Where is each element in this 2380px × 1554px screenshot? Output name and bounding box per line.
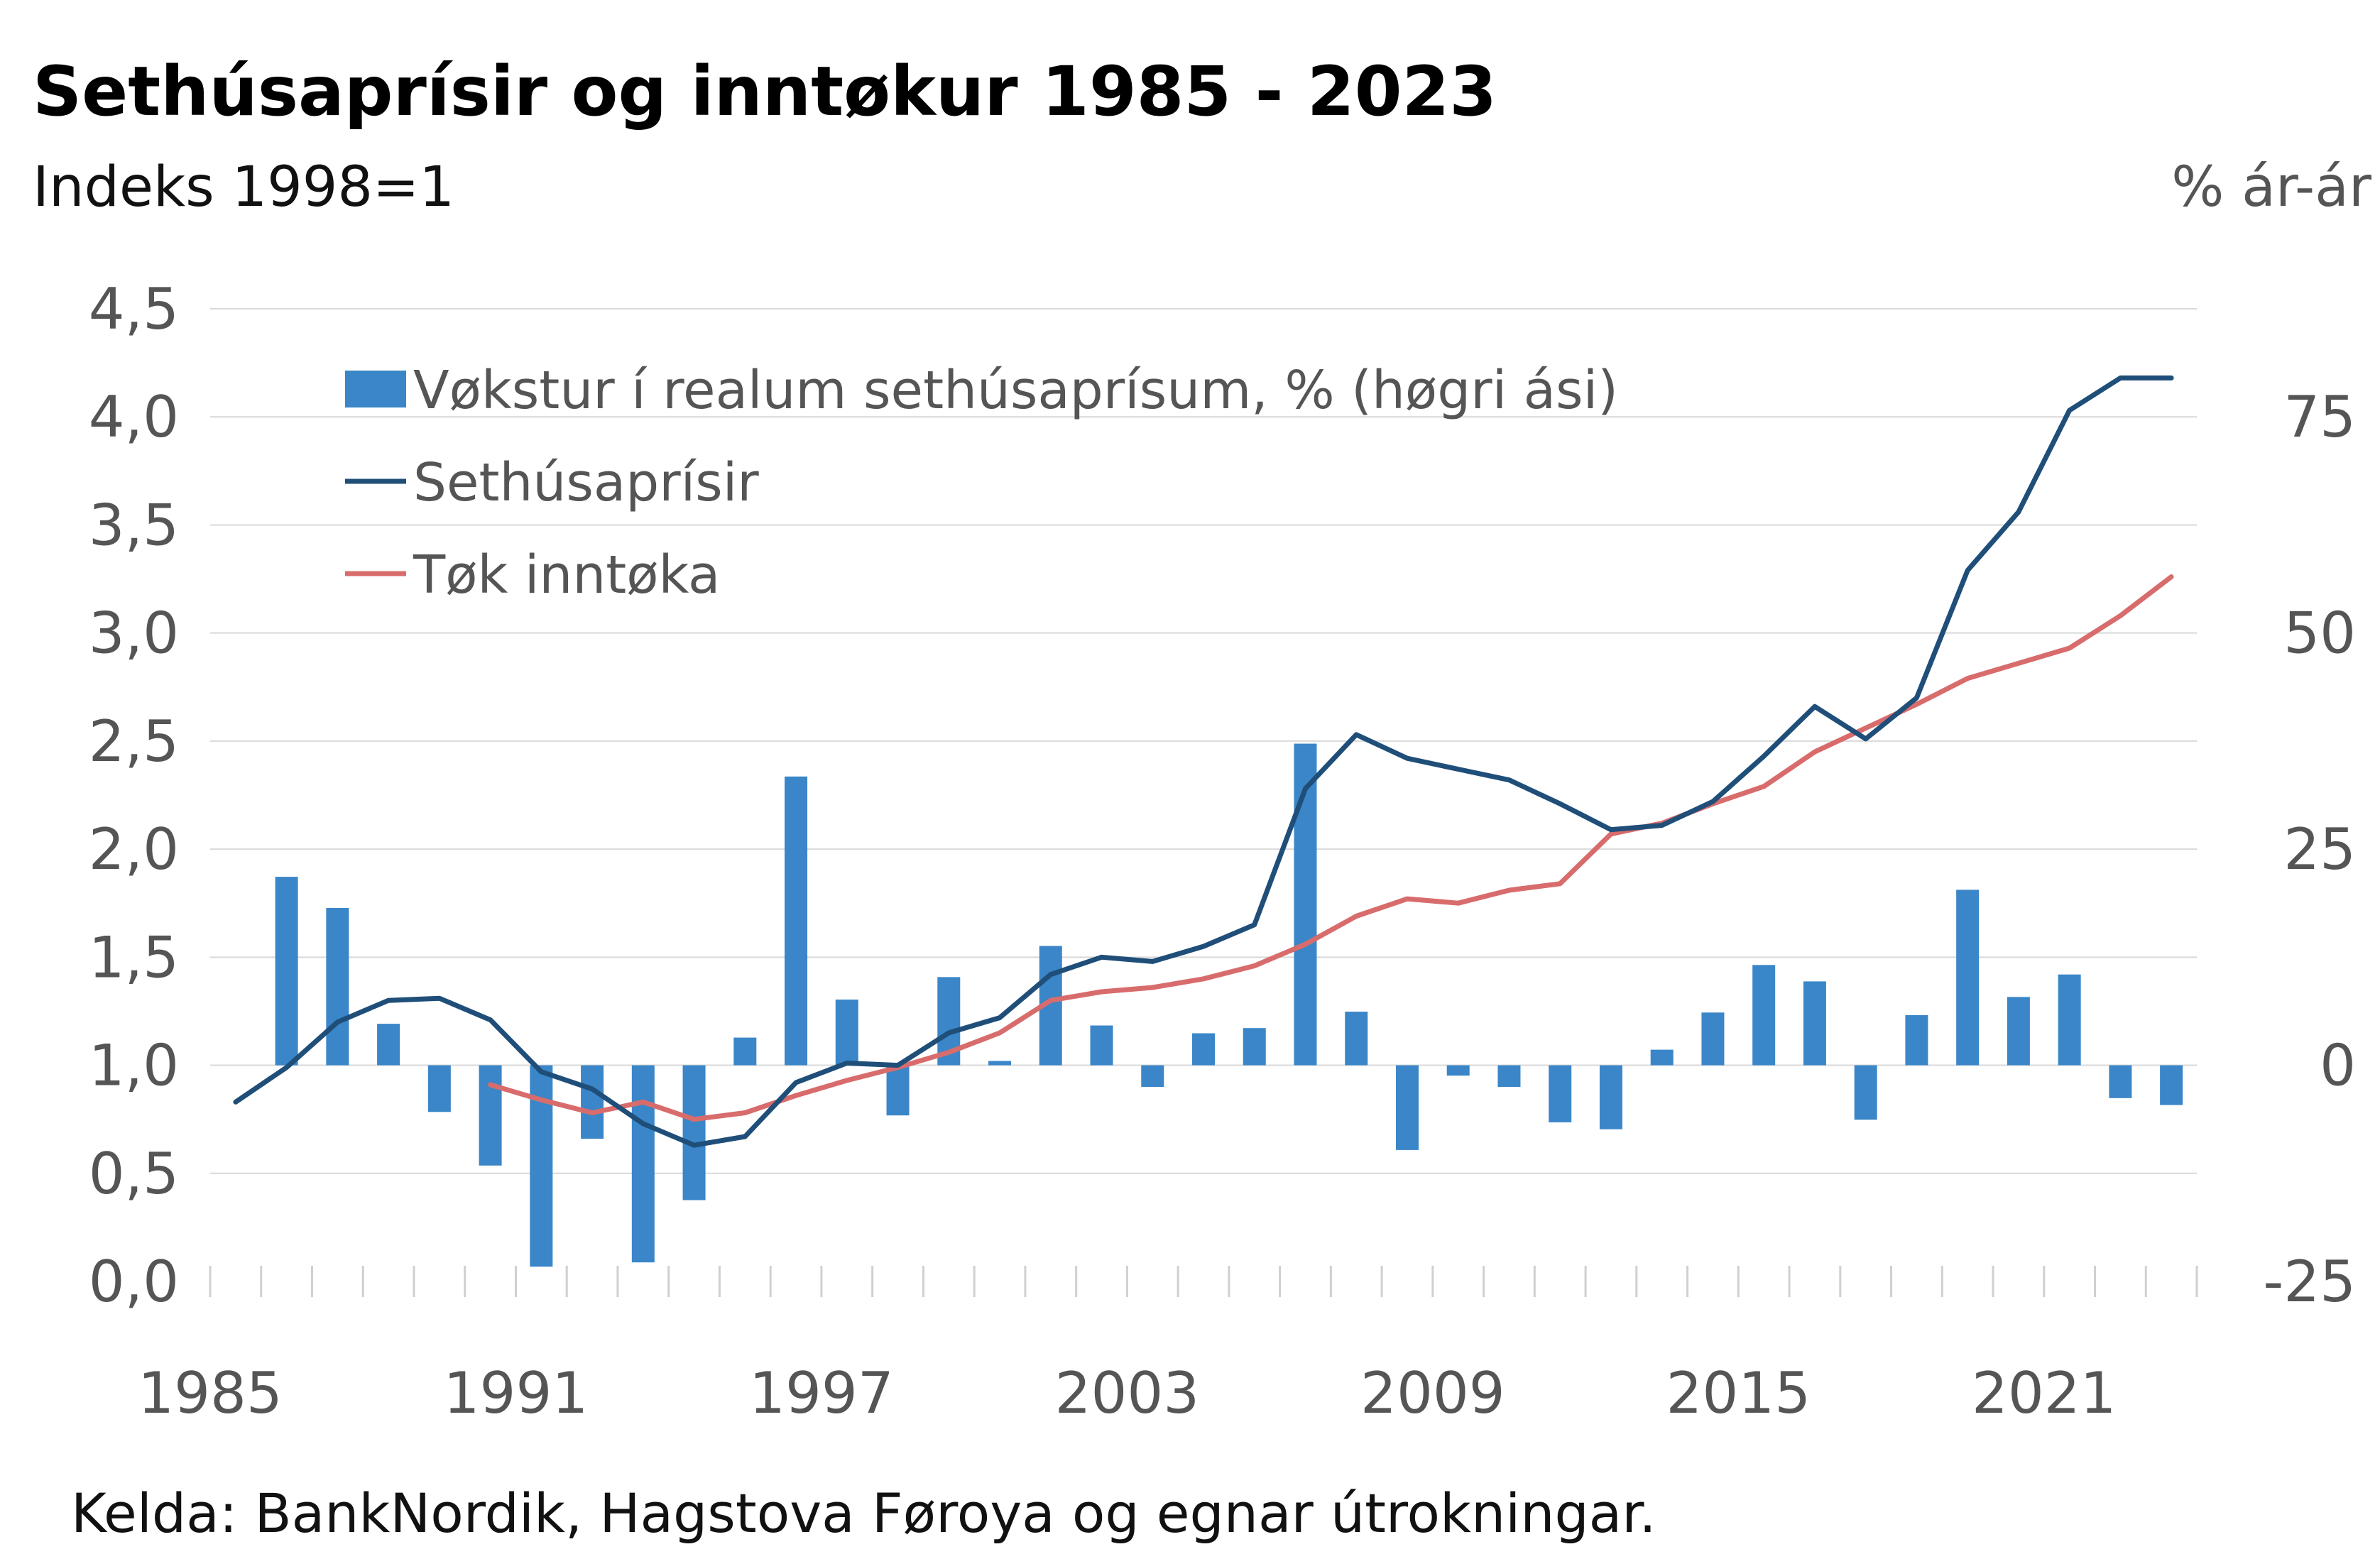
left-y-tick-label: 2,0 [89,816,179,882]
chart-title: Sethúsaprísir og inntøkur 1985 - 2023 [33,52,1497,131]
bar-series [275,743,2183,1267]
bar [1446,1065,1470,1076]
legend-label: Vøkstur í realum sethúsaprísum, % (høgri… [413,360,1618,421]
bar [1905,1014,1928,1066]
bar [682,1065,706,1200]
bar [1243,1028,1266,1066]
source-note: Kelda: BankNordik, Hagstova Føroya og eg… [71,1482,1656,1545]
left-y-tick-label: 4,5 [89,276,179,342]
bar [1701,1012,1725,1066]
bar [631,1065,655,1263]
x-tick-label: 2015 [1666,1360,1811,1426]
bar [1141,1065,1164,1087]
legend-label: Tøk inntøka [413,545,720,606]
bar [581,1065,604,1139]
legend: Vøkstur í realum sethúsaprísum, % (høgri… [345,360,1618,606]
right-y-tick-label: 0 [2320,1033,2356,1099]
legend-swatch-bar [345,371,406,407]
x-tick-label: 2003 [1055,1360,1200,1426]
line-house-prices [233,375,2174,1148]
bar [479,1065,502,1166]
bar [1090,1025,1113,1066]
right-axis-label: % ár-ár [2171,155,2372,219]
left-y-tick-label: 0,5 [89,1141,179,1207]
left-y-tick-label: 2,5 [89,708,179,775]
bar [427,1065,451,1112]
left-y-tick-label: 1,5 [89,924,179,990]
right-y-tick-label: -25 [2263,1249,2356,1315]
bar [1345,1012,1368,1066]
right-y-tick-label: 25 [2283,816,2356,882]
x-tick-label: 1997 [749,1360,894,1426]
left-axis-label: Indeks 1998=1 [33,155,454,219]
x-tick-label: 1991 [444,1360,589,1426]
bar [2007,997,2030,1066]
bar [1294,743,1317,1066]
x-tick-label: 1985 [138,1360,283,1426]
bar [785,776,808,1066]
axes: 0,0 0,5 1,0 1,5 2,0 2,5 3,0 3,5 4,0 4,5 -25 0 25 50 75… [89,276,2356,1426]
bar [1599,1065,1622,1129]
bar [377,1024,400,1066]
bar [1752,965,1776,1066]
bar [1854,1065,1877,1120]
bar [275,877,298,1066]
bar [988,1061,1012,1066]
bar [326,907,349,1066]
left-y-tick-label: 3,0 [89,601,179,667]
left-y-tick-label: 1,0 [89,1033,179,1099]
x-tick-label: 2021 [1972,1360,2117,1426]
bar [1395,1065,1419,1150]
bar [1549,1065,1572,1122]
bar [1803,981,1826,1066]
left-y-tick-label: 4,0 [89,384,179,450]
bar [1650,1049,1674,1066]
bar [2058,974,2081,1066]
bar [1497,1065,1521,1087]
right-y-tick-label: 50 [2283,601,2356,667]
bar [1956,890,1980,1066]
line-series [233,375,2174,1148]
x-tick-label: 2009 [1360,1360,1505,1426]
legend-label: Sethúsaprísir [413,452,759,513]
bar [1192,1033,1215,1066]
bar [835,1000,858,1066]
left-y-tick-label: 0,0 [89,1249,179,1315]
left-y-tick-label: 3,5 [89,492,179,558]
right-y-tick-label: 75 [2283,384,2356,450]
bar [886,1065,910,1116]
bar [2109,1065,2132,1098]
bar [2160,1065,2183,1105]
bar [733,1037,757,1066]
